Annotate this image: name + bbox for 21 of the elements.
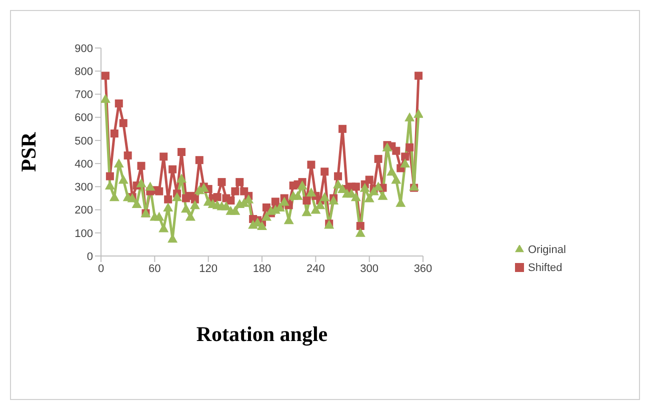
x-tick-label: 180 bbox=[252, 262, 272, 275]
x-tick-label: 60 bbox=[148, 262, 161, 275]
y-tick-label: 700 bbox=[74, 89, 93, 102]
y-tick-label: 400 bbox=[74, 158, 93, 170]
x-tick-label: 300 bbox=[360, 262, 379, 275]
y-tick-label: 200 bbox=[74, 204, 93, 217]
y-tick-label: 0 bbox=[86, 250, 93, 263]
y-tick-label: 600 bbox=[74, 112, 93, 124]
y-tick-label: 300 bbox=[74, 182, 93, 194]
x-tick-label: 120 bbox=[199, 262, 218, 275]
x-tick-label: 0 bbox=[98, 262, 104, 275]
y-tick-label: 900 bbox=[74, 42, 93, 55]
legend-label: Original bbox=[528, 244, 566, 256]
y-tick-label: 500 bbox=[74, 135, 93, 148]
x-tick-label: 240 bbox=[306, 262, 325, 275]
y-tick-label: 800 bbox=[74, 66, 93, 78]
y-axis-title: PSR bbox=[16, 131, 40, 172]
legend-label: Shifted bbox=[528, 262, 562, 274]
x-axis-title: Rotation angle bbox=[196, 322, 328, 346]
y-tick-label: 100 bbox=[74, 228, 93, 240]
x-tick-label: 360 bbox=[414, 262, 432, 275]
